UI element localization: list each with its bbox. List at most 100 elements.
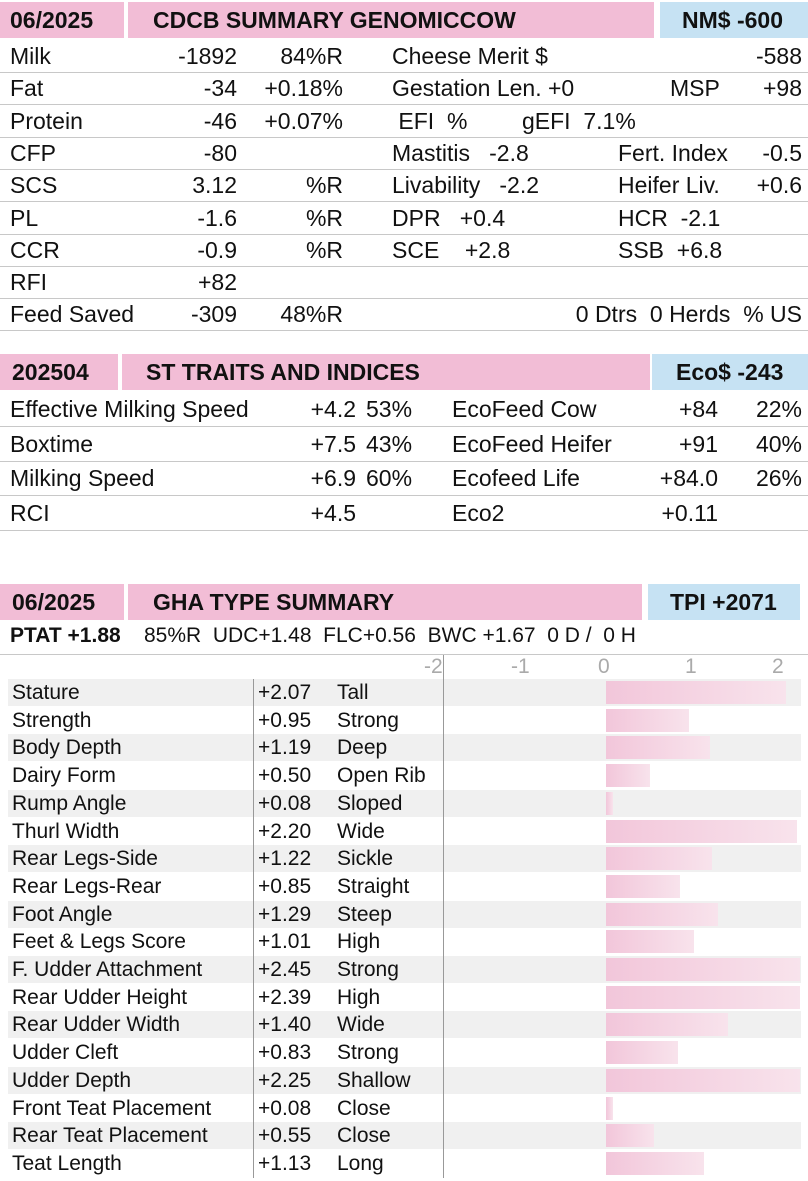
gha-trait-desc: Strong: [337, 1041, 399, 1065]
cdcb-trait-value: -309: [190, 301, 237, 328]
gha-trait-bar: [606, 1124, 654, 1148]
gha-header: 06/2025 GHA TYPE SUMMARY TPI +2071: [0, 584, 808, 620]
gha-trait-name: Udder Cleft: [12, 1041, 119, 1065]
axis-tick-label: 2: [772, 655, 784, 678]
gha-trait-value: +0.95: [258, 708, 312, 732]
gha-trait-value: +2.25: [258, 1068, 312, 1092]
gha-trait-name: Rear Teat Placement: [12, 1124, 208, 1148]
cdcb-header: 06/2025 CDCB SUMMARY GENOMICCOW NM$ -600: [0, 2, 808, 38]
gha-trait-bar: [606, 681, 787, 704]
cdcb-trait-value: -0.9: [197, 236, 237, 263]
st-trait-value: +6.9: [310, 465, 356, 492]
gha-title: GHA TYPE SUMMARY: [153, 589, 395, 615]
gha-trait-desc: Deep: [337, 736, 388, 760]
st-trait-rel: 53%: [366, 396, 413, 422]
gha-trait-value: +0.50: [258, 764, 312, 788]
gha-trait-bar: [606, 902, 719, 926]
gha-trait-value: +1.22: [258, 847, 312, 871]
gha-trait-bar: [606, 819, 798, 843]
cdcb-trait-label: Protein: [10, 107, 83, 134]
gha-summary: 85%R UDC+1.48 FLC+0.56 BWC +1.67 0 D / 0…: [144, 624, 636, 647]
gha-trait-row: Feet & Legs Score +1.01 High: [8, 928, 801, 955]
cdcb-title: CDCB SUMMARY GENOMICCOW: [153, 7, 516, 33]
st-index-value: +91: [678, 430, 718, 457]
cdcb-date: 06/2025: [10, 7, 94, 33]
st-index-rel: 26%: [755, 465, 802, 492]
gha-trait-desc: Sloped: [337, 791, 403, 815]
gha-trait-desc: Close: [337, 1124, 391, 1148]
cdcb-trait-extra: +0.07%: [264, 107, 343, 134]
gha-trait-value: +1.40: [258, 1013, 312, 1037]
gha-trait-bar: [606, 736, 710, 760]
gha-trait-name: Rear Legs-Side: [12, 847, 158, 871]
st-trait-value: +4.5: [310, 500, 356, 527]
gha-date: 06/2025: [12, 589, 96, 615]
cdcb-right-label: Heifer Liv.: [618, 172, 720, 199]
axis-ticks: -2 -1 0 1 2: [0, 655, 808, 679]
gha-trait-bar: [606, 930, 694, 954]
gha-trait-bar: [606, 708, 689, 732]
gha-trait-name: Dairy Form: [12, 764, 116, 788]
cdcb-trait-value: -1892: [178, 43, 237, 69]
gha-trait-value: +2.20: [258, 819, 312, 843]
cdcb-trait-value: -34: [203, 75, 237, 102]
gha-trait-row: Rear Legs-Rear +0.85 Straight: [8, 873, 801, 900]
gha-trait-bar: [606, 1096, 613, 1120]
gha-trait-row: Teat Length +1.13 Long: [8, 1150, 801, 1177]
cdcb-trait-value: -46: [203, 107, 237, 134]
gha-trait-row: Front Teat Placement +0.08 Close: [8, 1095, 801, 1122]
gha-index: TPI +2071: [670, 589, 777, 615]
gha-trait-name: Strength: [12, 708, 92, 732]
st-index-label: EcoFeed Heifer: [452, 430, 612, 457]
cdcb-trait-label: Feed Saved: [10, 301, 135, 328]
gha-trait-value: +0.08: [258, 1096, 312, 1120]
gha-trait-desc: Close: [337, 1096, 391, 1120]
gha-trait-desc: Shallow: [337, 1068, 411, 1092]
gha-trait-row: Rear Legs-Side +1.22 Sickle: [8, 845, 801, 873]
st-row: Milking Speed +6.9 60% Ecofeed Life +84.0 26%: [0, 461, 808, 497]
cdcb-row: PL -1.6 %R DPR +0.4 HCR -2.1: [0, 202, 808, 235]
st-title: ST TRAITS AND INDICES: [146, 359, 420, 385]
gha-trait-desc: Strong: [337, 958, 399, 981]
cdcb-mid-label: Cheese Merit $: [392, 43, 548, 69]
cdcb-row: Protein -46 +0.07% EFI % gEFI 7.1%: [0, 105, 808, 138]
table-divider: [253, 679, 254, 1178]
cdcb-right-value: 0 Dtrs 0 Herds % US: [575, 301, 802, 328]
gha-trait-bar: [606, 847, 713, 871]
st-index-rel: 22%: [755, 396, 802, 422]
st-index-label: Ecofeed Life: [452, 465, 580, 492]
gha-trait-row: Udder Cleft +0.83 Strong: [8, 1039, 801, 1066]
gha-trait-name: Udder Depth: [12, 1068, 132, 1092]
cdcb-row: Fat -34 +0.18% Gestation Len. +0 MSP +98: [0, 72, 808, 106]
gha-trait-name: F. Udder Attachment: [12, 958, 203, 981]
gha-trait-name: Body Depth: [12, 736, 122, 760]
gha-trait-name: Rear Udder Width: [12, 1013, 181, 1037]
cdcb-row: Feed Saved -309 48%R 0 Dtrs 0 Herds % US: [0, 298, 808, 332]
st-trait-label: RCI: [10, 500, 50, 527]
st-trait-label: Effective Milking Speed: [10, 396, 249, 422]
gha-trait-name: Thurl Width: [12, 819, 120, 843]
st-index-label: EcoFeed Cow: [452, 396, 597, 422]
cdcb-mid-label: Mastitis -2.8: [392, 139, 529, 166]
st-trait-value: +4.2: [310, 396, 356, 422]
st-index-value: +84: [678, 396, 718, 422]
cdcb-trait-extra: %R: [305, 172, 343, 199]
axis-tick-label: 0: [598, 655, 610, 678]
gha-trait-desc: High: [337, 930, 381, 954]
st-date: 202504: [12, 359, 89, 385]
gha-trait-value: +0.85: [258, 874, 312, 898]
cdcb-trait-label: CCR: [10, 236, 60, 263]
cdcb-trait-extra: 48%R: [280, 301, 343, 328]
cdcb-right-value: -0.5: [762, 139, 802, 166]
gha-trait-row: Rear Teat Placement +0.55 Close: [8, 1122, 801, 1150]
gha-trait-row: Strength +0.95 Strong: [8, 707, 801, 734]
gha-trait-desc: High: [337, 985, 381, 1009]
gha-trait-desc: Tall: [337, 681, 369, 704]
gha-trait-name: Foot Angle: [12, 902, 113, 926]
cdcb-trait-extra: +0.18%: [264, 75, 343, 102]
cdcb-mid-label: Livability -2.2: [392, 172, 540, 199]
gha-trait-bar: [606, 1151, 705, 1175]
cdcb-right-value: +98: [762, 75, 802, 102]
st-row: Boxtime +7.5 43% EcoFeed Heifer +91 40%: [0, 427, 808, 462]
cdcb-row: SCS 3.12 %R Livability -2.2 Heifer Liv. +0.6: [0, 169, 808, 203]
